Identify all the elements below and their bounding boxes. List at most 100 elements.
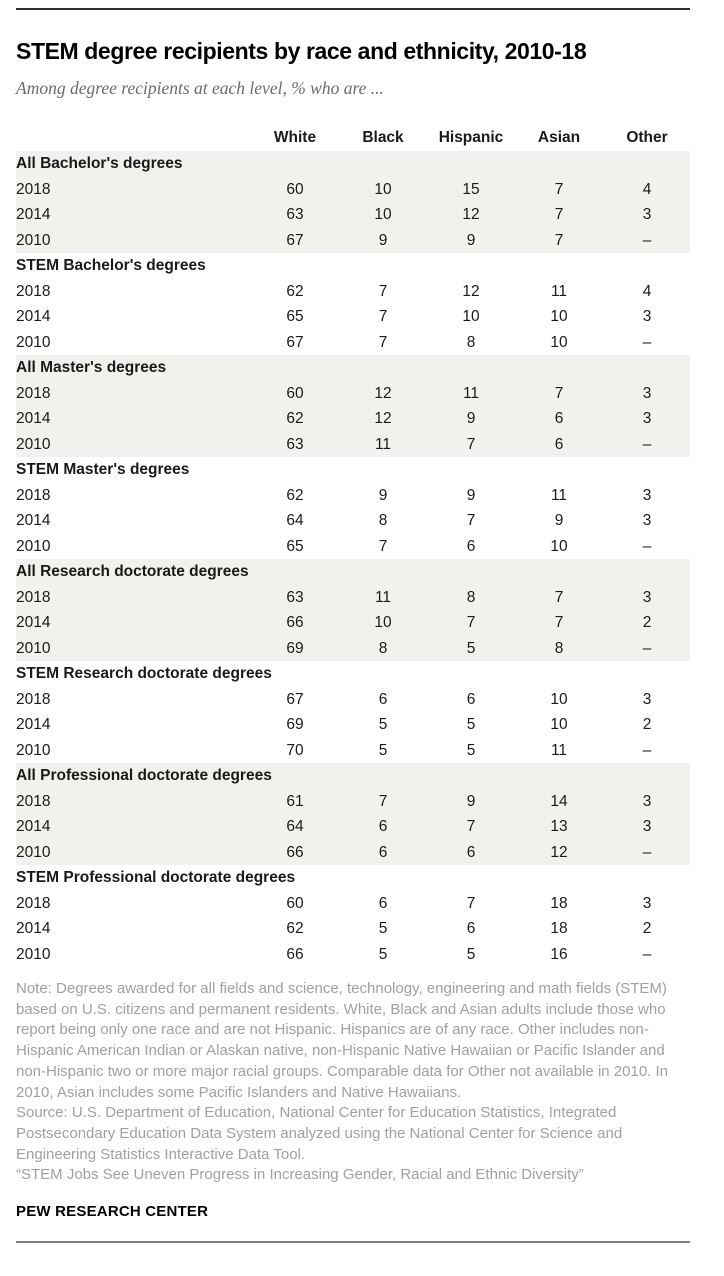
value-cell: 60: [286, 894, 304, 912]
value-cell: 5: [378, 920, 388, 937]
value-cell: 11: [374, 435, 392, 453]
table-row: 2014 62 12 9 6 3: [16, 406, 690, 432]
value-cell: 12: [550, 843, 568, 861]
value-cell: 61: [286, 792, 304, 810]
page-title: STEM degree recipients by race and ethni…: [16, 38, 587, 64]
footnotes: Note: Degrees awarded for all fields and…: [16, 979, 676, 1186]
value-cell: 7: [554, 588, 564, 606]
value-cell: –: [642, 945, 652, 963]
value-cell: 9: [466, 792, 476, 810]
value-cell: 18: [550, 920, 568, 937]
value-cell: 3: [642, 512, 652, 529]
table-section: All Master's degrees 2018 60 12 11 7 3 2014 62 12…: [16, 355, 690, 457]
section-header: All Research doctorate degrees: [16, 562, 249, 580]
citation-text: “STEM Jobs See Uneven Progress in Increa…: [16, 1166, 584, 1184]
value-cell: 67: [286, 333, 304, 351]
section-header: STEM Master's degrees: [16, 460, 190, 478]
value-cell: 5: [466, 945, 476, 963]
value-cell: 64: [286, 818, 304, 835]
value-cell: 5: [466, 639, 476, 657]
value-cell: 66: [286, 614, 304, 631]
value-cell: 10: [374, 180, 392, 198]
value-cell: 7: [378, 282, 388, 300]
value-cell: –: [642, 741, 652, 759]
value-cell: 8: [466, 588, 476, 606]
column-header-black: Black: [362, 128, 404, 146]
section-header: All Bachelor's degrees: [16, 154, 183, 172]
value-cell: 8: [378, 512, 388, 529]
table-row: 2018 61 7 9 14 3: [16, 789, 690, 815]
value-cell: 6: [378, 894, 388, 912]
value-cell: 3: [642, 206, 652, 223]
value-cell: 4: [642, 180, 652, 198]
value-cell: 9: [466, 410, 476, 427]
value-cell: 62: [286, 920, 304, 937]
value-cell: 64: [286, 512, 304, 529]
value-cell: 11: [550, 741, 568, 759]
value-cell: 2: [642, 614, 652, 631]
value-cell: 10: [550, 690, 568, 708]
row-year: 2010: [16, 537, 51, 555]
value-cell: 3: [642, 486, 652, 504]
value-cell: 4: [642, 282, 652, 300]
row-year: 2018: [16, 690, 51, 708]
value-cell: 3: [642, 384, 652, 402]
column-header-white: White: [273, 128, 317, 146]
value-cell: 2: [642, 920, 652, 937]
table-row: 2014 64 6 7 13 3: [16, 814, 690, 840]
value-cell: 5: [466, 741, 476, 759]
value-cell: 11: [550, 486, 568, 504]
value-cell: 12: [462, 282, 480, 300]
section-header: STEM Bachelor's degrees: [16, 256, 206, 274]
value-cell: –: [642, 231, 652, 249]
row-year: 2018: [16, 282, 51, 300]
table-body: All Bachelor's degrees 2018 60 10 15 7 4 2014 6 3…: [16, 151, 690, 967]
note-text: Note: Degrees awarded for all fields and…: [16, 980, 669, 1101]
value-cell: 8: [466, 333, 476, 351]
row-year: 2018: [16, 486, 51, 504]
table-section: STEM Bachelor's degrees 2018 62 7 12 11 4 2014 6…: [16, 253, 690, 355]
row-year: 2018: [16, 180, 51, 198]
row-year: 2010: [16, 843, 51, 861]
value-cell: 7: [554, 614, 564, 631]
row-year: 2010: [16, 741, 51, 759]
row-year: 2014: [16, 716, 51, 733]
section-header: All Professional doctorate degrees: [16, 766, 272, 784]
value-cell: 65: [286, 537, 304, 555]
value-cell: 11: [550, 282, 568, 300]
value-cell: 10: [550, 333, 568, 351]
value-cell: 10: [374, 614, 392, 631]
value-cell: 7: [554, 231, 564, 249]
row-year: 2010: [16, 435, 51, 453]
value-cell: 70: [286, 741, 304, 759]
value-cell: 67: [286, 231, 304, 249]
table-row: 2018 62 9 9 11 3: [16, 483, 690, 509]
value-cell: 12: [462, 206, 480, 223]
value-cell: 10: [462, 308, 480, 325]
column-header-asian: Asian: [537, 128, 581, 146]
value-cell: 18: [550, 894, 568, 912]
row-year: 2010: [16, 639, 51, 657]
value-cell: 15: [462, 180, 480, 198]
table-row: 2014 65 7 10 10 3: [16, 304, 690, 330]
value-cell: 7: [466, 614, 476, 631]
value-cell: 69: [286, 716, 304, 733]
value-cell: 6: [378, 818, 388, 835]
value-cell: 65: [286, 308, 304, 325]
value-cell: 9: [378, 486, 388, 504]
value-cell: 5: [378, 741, 388, 759]
table-row: 2014 64 8 7 9 3: [16, 508, 690, 534]
value-cell: 9: [466, 231, 476, 249]
value-cell: –: [642, 639, 652, 657]
value-cell: 7: [466, 818, 476, 835]
value-cell: 11: [462, 384, 480, 402]
table-row: 2010 67 7 8 10 –: [16, 330, 690, 356]
table-row: 2010 63 11 7 6 –: [16, 432, 690, 458]
value-cell: 10: [550, 716, 568, 733]
value-cell: 5: [466, 716, 476, 733]
source-text: Source: U.S. Department of Education, Na…: [16, 1104, 623, 1163]
value-cell: 6: [466, 690, 476, 708]
data-table: White Black Hispanic Asian Other All Bachelo…: [16, 126, 690, 967]
value-cell: 11: [374, 588, 392, 606]
value-cell: 7: [378, 333, 388, 351]
